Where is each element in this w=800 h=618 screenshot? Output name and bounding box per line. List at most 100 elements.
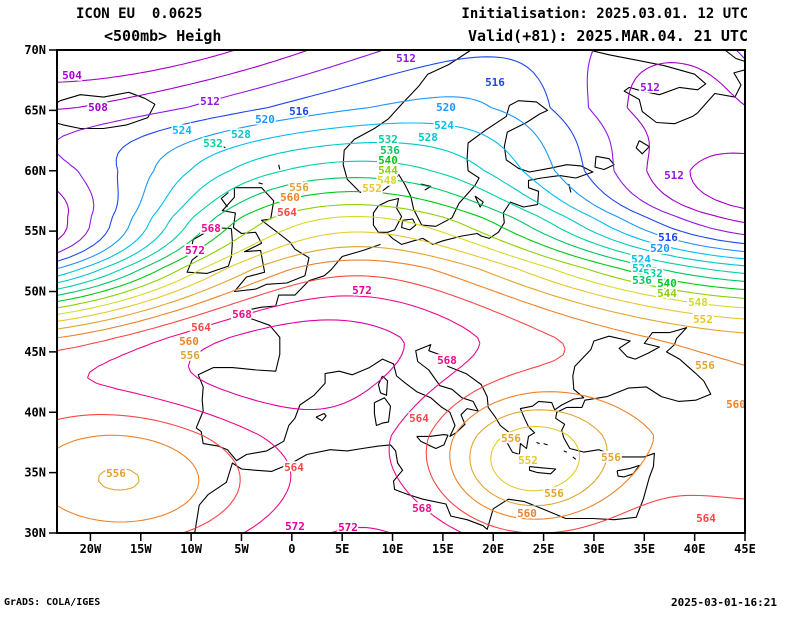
coastline <box>278 164 281 170</box>
contour-label: 520 <box>436 101 456 114</box>
coastline <box>372 197 403 233</box>
contour-label: 504 <box>62 69 82 82</box>
contour-label: 520 <box>255 113 275 126</box>
contour-label: 564 <box>284 461 304 474</box>
contour-516 <box>57 56 745 262</box>
contour-label: 572 <box>338 521 358 534</box>
contour-536 <box>57 177 745 296</box>
lat-tick-label: 50N <box>24 285 46 299</box>
lon-tick-label: 15E <box>432 542 454 556</box>
contour-label: 540 <box>657 277 677 290</box>
contour-label: 568 <box>412 502 432 515</box>
contour-560 <box>57 259 745 523</box>
contour-label: 560 <box>517 507 537 520</box>
lat-tick-label: 35N <box>24 466 46 480</box>
contour-label: 544 <box>378 164 398 177</box>
coastline <box>635 140 650 155</box>
contour-label: 512 <box>396 52 416 65</box>
contour-label: 556 <box>601 451 621 464</box>
contour-label: 516 <box>658 231 678 244</box>
axis-labels: 70N 65N 60N 55N 50N 45N 40N 35N 30N 20W 15W 10W 5W 0 5… <box>24 43 756 556</box>
contour-label: 560 <box>179 335 199 348</box>
coastline <box>724 50 745 63</box>
contour-label: 532 <box>203 137 223 150</box>
coastline <box>373 397 392 427</box>
coastline <box>377 375 389 396</box>
lon-tick-label: 30E <box>583 542 605 556</box>
coastline <box>528 466 557 475</box>
contour-lines <box>57 50 745 533</box>
contour-label: 564 <box>409 412 429 425</box>
coastline <box>543 443 548 446</box>
contour-label: 524 <box>172 124 192 137</box>
contour-label: 552 <box>362 182 382 195</box>
lon-tick-label: 45E <box>734 542 756 556</box>
contour-label: 532 <box>643 267 663 280</box>
lon-tick-label: 35E <box>633 542 655 556</box>
lon-tick-label: 10E <box>382 542 404 556</box>
lon-tick-label: 5W <box>234 542 249 556</box>
grads-credit: GrADS: COLA/IGES <box>4 597 101 608</box>
contour-556 <box>57 246 745 507</box>
render-timestamp: 2025-03-01-16:21 <box>671 596 777 609</box>
lat-tick-label: 65N <box>24 103 46 117</box>
contour-label: 548 <box>377 174 397 187</box>
contour-544 <box>57 204 745 309</box>
lon-tick-label: 40E <box>684 542 706 556</box>
coastline <box>194 327 712 533</box>
contour-label: 516 <box>485 76 505 89</box>
contour-label: 516 <box>289 105 309 118</box>
contour-label: 572 <box>285 520 305 533</box>
contour-label: 564 <box>277 206 297 219</box>
contour-label: 524 <box>434 119 454 132</box>
coastline <box>342 50 594 245</box>
contour-label: 568 <box>437 354 457 367</box>
field-title: <500mb> Heigh <box>104 27 222 45</box>
contour-label: 564 <box>696 512 716 525</box>
map-frame <box>56 49 746 534</box>
lat-tick-label: 60N <box>24 164 46 178</box>
contour-label: 572 <box>352 284 372 297</box>
coastline <box>594 155 615 171</box>
contour-label: 528 <box>418 131 438 144</box>
contour-528 <box>57 141 745 284</box>
contour-label: 552 <box>693 313 713 326</box>
contour-label: 560 <box>280 191 300 204</box>
lat-tick-label: 55N <box>24 224 46 238</box>
contour-508 <box>57 50 745 241</box>
init-time: Initialisation: 2025.03.01. 12 UTC <box>461 6 748 22</box>
contour-label: 540 <box>378 154 398 167</box>
coastline <box>186 226 233 274</box>
coastline <box>572 456 577 460</box>
contour-label: 568 <box>201 222 221 235</box>
contour-label: 548 <box>688 296 708 309</box>
contour-label: 560 <box>726 398 746 411</box>
contour-label: 536 <box>632 274 652 287</box>
contour-label: 556 <box>106 467 126 480</box>
contour-512 <box>57 50 745 254</box>
model-title: ICON EU 0.0625 <box>76 6 203 22</box>
contour-564 <box>57 275 745 533</box>
contour-label: 572 <box>185 244 205 257</box>
contour-label: 528 <box>231 128 251 141</box>
contour-label: 508 <box>88 101 108 114</box>
contour-label: 532 <box>378 133 398 146</box>
coastline <box>220 192 229 208</box>
coastline <box>315 412 327 422</box>
coastline <box>219 143 226 149</box>
coastline <box>195 243 584 462</box>
valid-time: Valid(+81): 2025.MAR.04. 21 UTC <box>468 27 748 45</box>
axes <box>49 49 746 541</box>
lon-tick-label: 20W <box>80 542 102 556</box>
contour-label: 544 <box>657 287 677 300</box>
coastline <box>563 450 567 453</box>
contour-524 <box>57 122 745 277</box>
lon-tick-label: 10W <box>180 542 202 556</box>
coastline <box>57 91 156 130</box>
contour-label: 512 <box>640 81 660 94</box>
contour-548 <box>57 215 745 462</box>
contour-label: 556 <box>695 359 715 372</box>
coastline <box>536 441 540 445</box>
